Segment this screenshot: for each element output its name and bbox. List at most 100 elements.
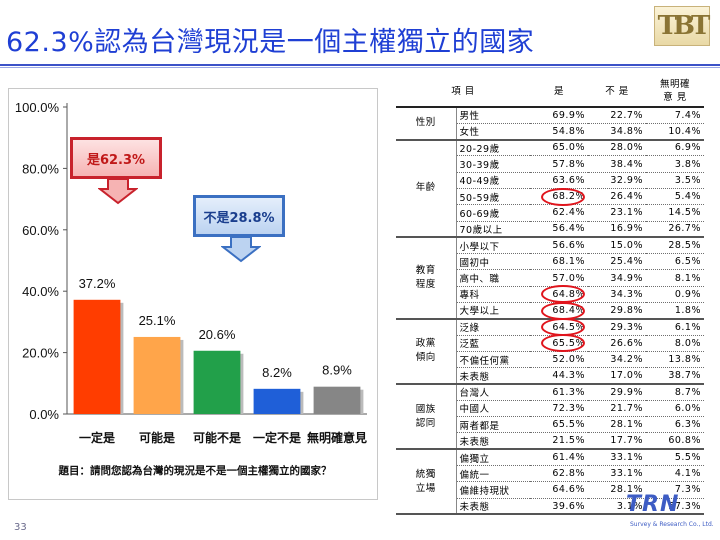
- cell-no-opinion: 8.1%: [646, 269, 704, 287]
- row-label: 30-39歲: [455, 155, 530, 173]
- table-row: 教育 程度 小學以下 56.6% 15.0% 28.5%: [396, 237, 704, 320]
- row-label: 專科: [455, 286, 530, 304]
- slide-title: 62.3%認為台灣現況是一個主權獨立的國家: [6, 27, 535, 58]
- cell-no-opinion: 4.1%: [646, 465, 704, 483]
- cell-yes: 72.3%: [530, 400, 588, 418]
- group-label: 政黨 傾向: [396, 318, 456, 386]
- cell-no: 23.1%: [588, 204, 646, 222]
- cell-no: 16.9%: [588, 221, 646, 239]
- cell-no-opinion: 3.5%: [646, 172, 704, 189]
- cell-no: 34.2%: [588, 351, 646, 369]
- brand-subtitle: Survey & Research Co., Ltd.: [630, 521, 714, 528]
- table-row: 偏統一 62.8% 33.1% 4.1%: [396, 465, 704, 483]
- cell-yes: 62.8%: [530, 465, 588, 483]
- cell-no-opinion: 60.8%: [646, 432, 704, 451]
- callout-yes: 是62.3%: [70, 137, 162, 179]
- cell-no: 17.0%: [588, 367, 646, 386]
- y-tick-label: 60.0%: [22, 223, 59, 238]
- cell-yes: 61.3%: [530, 384, 588, 401]
- title-divider-secondary: [0, 67, 720, 68]
- table-row: 未表態 39.6% 3.1% 57.3%: [396, 498, 704, 516]
- group-label: 年齡: [396, 139, 456, 239]
- row-label: 小學以下: [455, 237, 530, 255]
- cell-no-opinion: 5.4%: [646, 188, 704, 206]
- group-label: 教育 程度: [396, 237, 456, 320]
- table-row: 年齡 20-29歲 65.0% 28.0% 6.9%: [396, 139, 704, 239]
- table-row: 統獨 立場 偏獨立 61.4% 33.1% 5.5%: [396, 449, 704, 516]
- bar-value-label: 37.2%: [79, 276, 116, 291]
- header-yes: 是: [530, 76, 588, 108]
- cell-no: 22.7%: [588, 107, 646, 124]
- highlight-circle: [541, 334, 585, 353]
- cell-no: 15.0%: [588, 237, 646, 255]
- cell-no: 29.8%: [588, 302, 646, 320]
- cell-no-opinion: 14.5%: [646, 204, 704, 222]
- header-no: 不 是: [588, 76, 646, 108]
- row-label: 大學以上: [455, 302, 530, 320]
- y-tick-label: 40.0%: [22, 284, 59, 299]
- cell-no-opinion: 26.7%: [646, 221, 704, 239]
- cell-yes: 21.5%: [530, 432, 588, 451]
- row-label: 國初中: [455, 253, 530, 271]
- cell-yes: 61.4%: [530, 449, 588, 467]
- cell-yes: 69.9%: [530, 107, 588, 124]
- table-row: 國初中 68.1% 25.4% 6.5%: [396, 253, 704, 271]
- cell-no-opinion: 13.8%: [646, 351, 704, 369]
- chart-question: 題目：請問您認為台灣的現況是不是一個主權獨立的國家？: [59, 464, 332, 477]
- callout-yes-arrow: [98, 179, 138, 205]
- callout-no: 不是28.8%: [193, 195, 285, 237]
- table-row: 40-49歲 63.6% 32.9% 3.5%: [396, 172, 704, 189]
- row-label: 偏維持現狀: [455, 481, 530, 499]
- page-number: 33: [14, 522, 27, 533]
- cell-no-opinion: 6.1%: [646, 318, 704, 336]
- bar-value-label: 8.9%: [322, 363, 352, 378]
- cell-no-opinion: 6.5%: [646, 253, 704, 271]
- cell-yes: 57.0%: [530, 269, 588, 287]
- table-row: 不偏任何黨 52.0% 34.2% 13.8%: [396, 351, 704, 369]
- cell-no-opinion: 38.7%: [646, 367, 704, 386]
- cell-no: 29.3%: [588, 318, 646, 336]
- table-row: 30-39歲 57.8% 38.4% 3.8%: [396, 155, 704, 173]
- y-tick-label: 0.0%: [29, 407, 59, 422]
- bar-value-label: 20.6%: [199, 327, 236, 342]
- brand-mark: TRN: [626, 492, 680, 517]
- cell-no: 32.9%: [588, 172, 646, 189]
- bar: [313, 386, 361, 414]
- cell-yes: 63.6%: [530, 172, 588, 189]
- cell-no-opinion: 6.9%: [646, 139, 704, 157]
- cell-yes: 68.1%: [530, 253, 588, 271]
- table-row: 性別 男性 69.9% 22.7% 7.4%: [396, 107, 704, 141]
- category-label: 可能不是: [193, 430, 242, 445]
- row-label: 台灣人: [455, 384, 530, 401]
- cell-no-opinion: 6.3%: [646, 416, 704, 434]
- row-label: 偏獨立: [455, 449, 530, 467]
- table-row: 中國人 72.3% 21.7% 6.0%: [396, 400, 704, 418]
- cell-no: 21.7%: [588, 400, 646, 418]
- table-row: 60-69歲 62.4% 23.1% 14.5%: [396, 204, 704, 222]
- cell-yes: 54.8%: [530, 123, 588, 141]
- y-tick-label: 100.0%: [15, 100, 60, 115]
- table-row: 兩者都是 65.5% 28.1% 6.3%: [396, 416, 704, 434]
- cell-no-opinion: 57.3%: [646, 498, 704, 516]
- cell-no: 28.1%: [588, 416, 646, 434]
- bar-value-label: 25.1%: [139, 313, 176, 328]
- header-item: 項 目: [396, 76, 530, 108]
- cell-no-opinion: 0.9%: [646, 286, 704, 304]
- category-label: 一定不是: [253, 430, 302, 445]
- bar: [193, 350, 241, 414]
- row-label: 20-29歲: [455, 139, 530, 157]
- group-label: 統獨 立場: [396, 449, 456, 516]
- group-label: 性別: [396, 107, 456, 141]
- cell-no-opinion: 8.7%: [646, 384, 704, 401]
- bar: [133, 336, 181, 414]
- cell-no: 28.1%: [588, 481, 646, 499]
- row-label: 40-49歲: [455, 172, 530, 189]
- cell-no: 34.8%: [588, 123, 646, 141]
- cell-no: 25.4%: [588, 253, 646, 271]
- cell-yes: 57.8%: [530, 155, 588, 173]
- table-row: 國族 認同 台灣人 61.3% 29.9% 8.7%: [396, 384, 704, 451]
- row-label: 不偏任何黨: [455, 351, 530, 369]
- bar-chart: 100.0% 80.0% 60.0% 40.0% 20.0% 0.0% 37.2% 一定是 25…: [15, 100, 367, 477]
- cell-yes: 65.0%: [530, 139, 588, 157]
- cell-no: 28.0%: [588, 139, 646, 157]
